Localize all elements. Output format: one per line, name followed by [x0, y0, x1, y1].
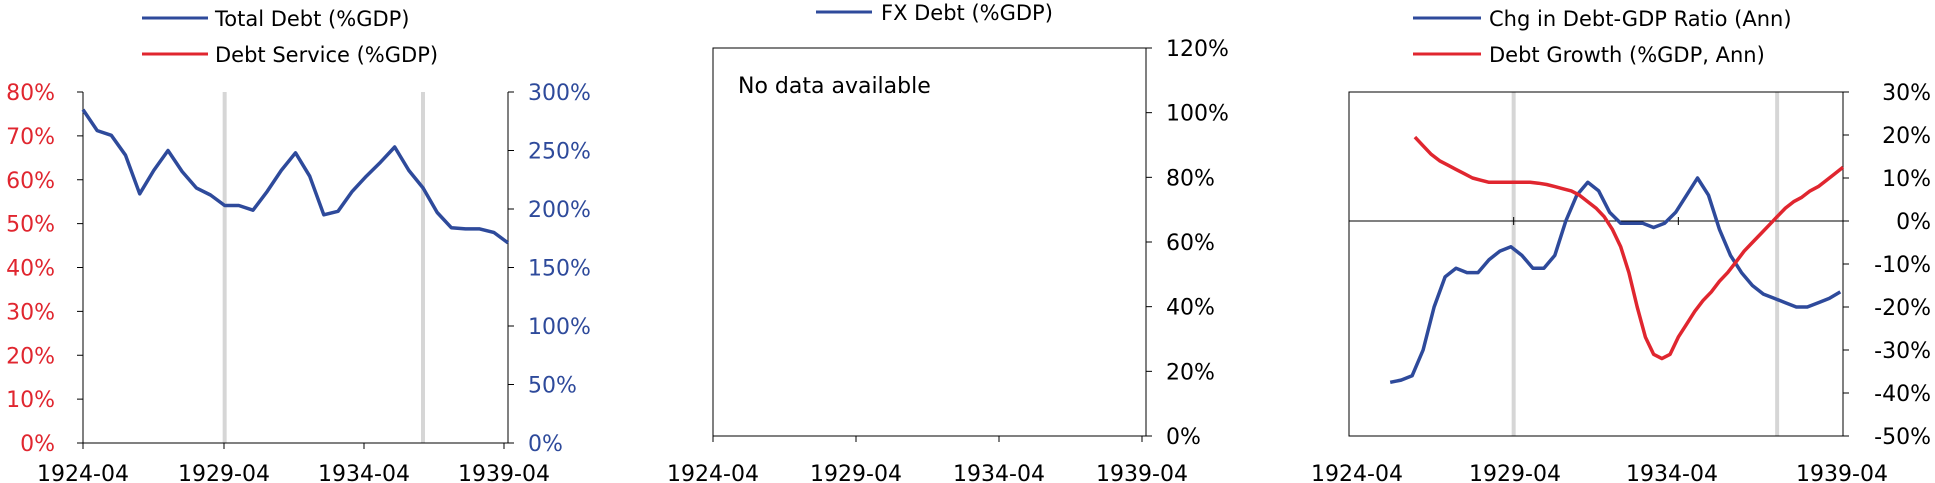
y-right-tick-label: 80%: [1166, 166, 1215, 191]
y-right-tick-label: 250%: [528, 140, 591, 165]
x-tick-label: 1939-04: [1796, 462, 1888, 483]
y-right-tick-label: 0%: [528, 432, 563, 457]
x-tick-label: 1939-04: [1096, 462, 1188, 483]
legend-label-chg-debt-ratio: Chg in Debt-GDP Ratio (Ann): [1489, 7, 1792, 31]
no-data-annotation: No data available: [738, 74, 931, 99]
legend-label-debt-growth: Debt Growth (%GDP, Ann): [1489, 43, 1765, 67]
y-right-tick-label: -30%: [1874, 339, 1931, 364]
x-tick-label: 1934-04: [953, 462, 1045, 483]
y-left-tick-label: 20%: [6, 344, 55, 369]
y-left-tick-label: 30%: [6, 300, 55, 325]
chart-panel-total-debt: Total Debt (%GDP) Debt Service (%GDP) 0%…: [6, 7, 591, 483]
y-right-tick-label: 100%: [528, 315, 591, 340]
plot-area-frame: [712, 47, 1147, 437]
x-tick-label: 1929-04: [1469, 462, 1561, 483]
x-tick-label: 1924-04: [37, 462, 129, 483]
y-right-tick-label: -40%: [1874, 382, 1931, 407]
y-right-tick-label: 150%: [528, 257, 591, 282]
y-right-tick-label: 50%: [528, 374, 577, 399]
series-line-debt-growth: [1413, 135, 1845, 361]
y-right-tick-label: -10%: [1874, 253, 1931, 278]
y-right-tick-label: 120%: [1166, 37, 1229, 62]
y-left-tick-label: 40%: [6, 257, 55, 282]
legend-label-fx-debt: FX Debt (%GDP): [881, 1, 1053, 25]
y-right-tick-label: 30%: [1882, 81, 1931, 106]
y-left-tick-label: 70%: [6, 125, 55, 150]
x-tick-label: 1924-04: [667, 462, 759, 483]
x-tick-label: 1929-04: [178, 462, 270, 483]
chart-panel-fx-debt: FX Debt (%GDP) 0% 20% 40% 60% 80% 100% 120% 192…: [667, 1, 1229, 483]
y-right-tick-label: -20%: [1874, 296, 1931, 321]
y-left-tick-label: 80%: [6, 81, 55, 106]
y-right-tick-label: 60%: [1166, 231, 1215, 256]
x-tick-label: 1934-04: [318, 462, 410, 483]
y-right-tick-label: 100%: [1166, 102, 1229, 127]
y-right-tick-label: 20%: [1166, 360, 1215, 385]
x-tick-label: 1934-04: [1626, 462, 1718, 483]
legend-label-total-debt: Total Debt (%GDP): [214, 7, 410, 31]
y-left-tick-label: 50%: [6, 213, 55, 238]
x-tick-label: 1924-04: [1311, 462, 1403, 483]
x-tick-label: 1939-04: [458, 462, 550, 483]
y-right-tick-label: 0%: [1166, 425, 1201, 450]
chart-panel-debt-change: Chg in Debt-GDP Ratio (Ann) Debt Growth …: [1311, 7, 1931, 483]
y-right-tick-label: 40%: [1166, 296, 1215, 321]
y-right-tick-label: 10%: [1882, 167, 1931, 192]
y-right-tick-label: 300%: [528, 81, 591, 106]
series-line-total-debt: [81, 108, 510, 245]
y-left-tick-label: 10%: [6, 388, 55, 413]
y-right-tick-label: 0%: [1896, 210, 1931, 235]
x-tick-label: 1929-04: [810, 462, 902, 483]
y-left-tick-label: 0%: [20, 432, 55, 457]
series-line-chg-debt-ratio: [1389, 176, 1842, 385]
y-right-tick-label: 200%: [528, 198, 591, 223]
legend-label-debt-service: Debt Service (%GDP): [215, 43, 438, 67]
y-left-tick-label: 60%: [6, 169, 55, 194]
y-right-tick-label: 20%: [1882, 124, 1931, 149]
y-right-tick-label: -50%: [1874, 425, 1931, 450]
